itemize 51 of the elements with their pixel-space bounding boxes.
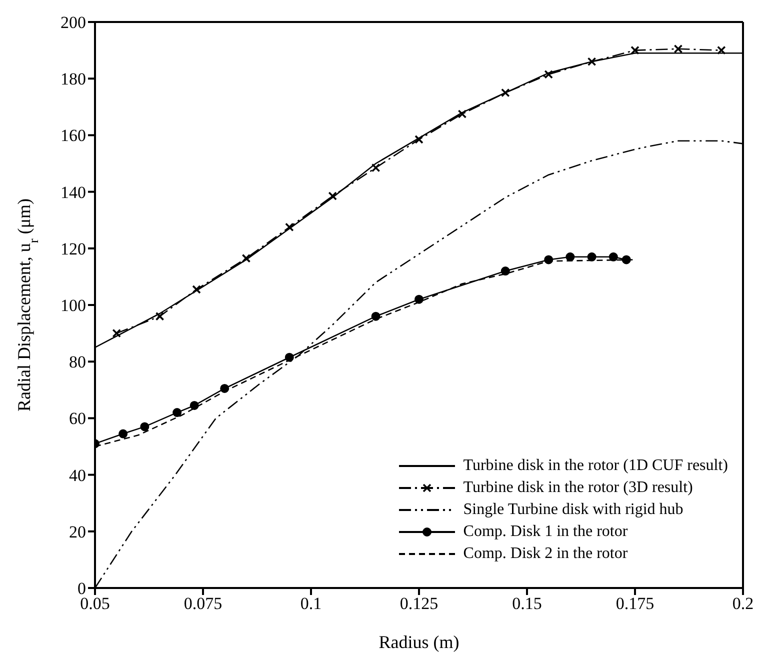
point <box>630 46 640 55</box>
y-tick-label: 80 <box>69 352 86 372</box>
point <box>192 285 201 294</box>
point <box>118 429 128 438</box>
y-tick-label: 100 <box>60 296 86 316</box>
point <box>414 135 424 144</box>
point <box>501 88 510 98</box>
y-tick-label: 40 <box>69 466 86 485</box>
point <box>371 163 380 172</box>
x-tick-label: 0.125 <box>400 594 438 614</box>
x-tick-label: 0.1 <box>300 594 322 614</box>
point <box>285 222 294 232</box>
point <box>500 266 510 276</box>
y-tick-label: 20 <box>69 522 86 542</box>
point <box>242 254 251 263</box>
x-tick-label: 0.175 <box>616 594 654 614</box>
point <box>544 70 553 79</box>
point <box>544 255 554 264</box>
y-tick-label: 180 <box>60 70 86 89</box>
point <box>566 252 575 262</box>
legend-label: Turbine disk in the rotor (3D result) <box>463 479 693 497</box>
point <box>622 255 631 264</box>
legend-label: Single Turbine disk with rigid hub <box>463 501 684 519</box>
point <box>414 294 424 304</box>
point <box>608 252 618 262</box>
point <box>140 422 150 432</box>
x-axis-title: Radius (m) <box>378 632 460 652</box>
point <box>717 46 726 55</box>
y-tick-label: 60 <box>69 409 86 428</box>
point <box>155 312 164 321</box>
x-tick-label: 0.15 <box>512 594 542 614</box>
point <box>371 312 380 321</box>
point <box>220 384 230 393</box>
point <box>328 192 337 200</box>
point <box>172 408 182 418</box>
legend-label: Turbine disk in the rotor (1D CUF result) <box>463 457 728 475</box>
y-tick-label: 120 <box>60 239 86 258</box>
x-tick-label: 0.075 <box>184 594 222 614</box>
point <box>458 110 467 118</box>
legend-label: Comp. Disk 1 in the rotor <box>463 523 628 541</box>
point <box>284 352 294 362</box>
point <box>587 252 596 262</box>
point <box>190 400 199 410</box>
point <box>112 328 121 338</box>
point <box>674 44 683 54</box>
y-tick-label: 160 <box>60 126 86 146</box>
legend-label: Comp. Disk 2 in the rotor <box>463 545 628 563</box>
point <box>587 57 596 66</box>
x-tick-label: 0.2 <box>732 594 754 614</box>
y-tick-label: 200 <box>60 13 86 32</box>
y-tick-label: 140 <box>60 182 86 202</box>
